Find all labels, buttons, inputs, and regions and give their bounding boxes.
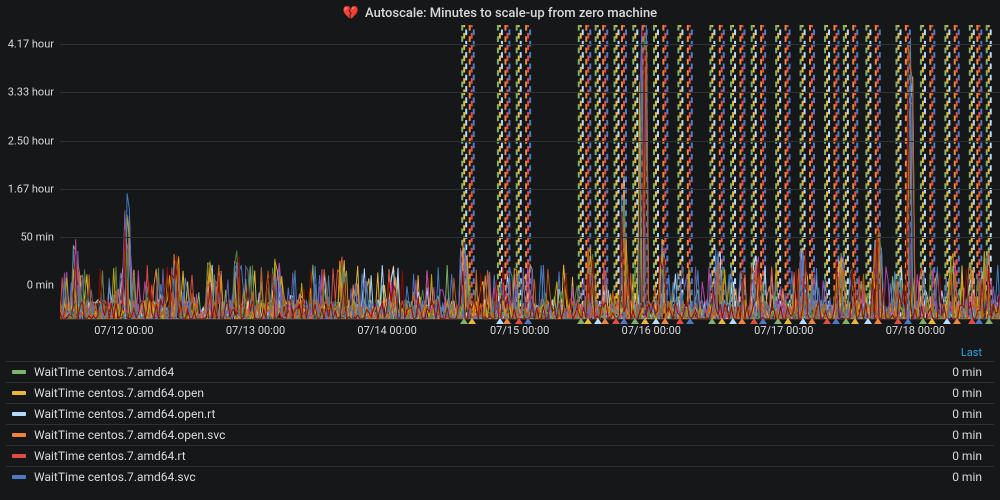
x-tick: 07/18 00:00 (886, 324, 945, 337)
y-axis: 0 min 50 min 1.67 hour 2.50 hour 3.33 hour 4.… (0, 25, 60, 320)
legend-label: WaitTime centos.7.amd64.svc (34, 470, 932, 484)
gridline (60, 141, 1000, 142)
legend-row[interactable]: WaitTime centos.7.amd64.open.rt0 min (6, 403, 994, 424)
legend-value-last: 0 min (932, 470, 982, 484)
legend-swatch (12, 475, 26, 479)
legend-swatch (12, 454, 26, 458)
legend-value-last: 0 min (932, 407, 982, 421)
legend-header: Last (0, 344, 1000, 361)
x-tick: 07/13 00:00 (226, 324, 285, 337)
legend: WaitTime centos.7.amd640 minWaitTime cen… (0, 361, 1000, 500)
x-tick: 07/17 00:00 (754, 324, 813, 337)
chart-svg (60, 25, 1000, 319)
gridline (60, 92, 1000, 93)
legend-label: WaitTime centos.7.amd64.open.svc (34, 428, 932, 442)
legend-value-last: 0 min (932, 365, 982, 379)
legend-row[interactable]: WaitTime centos.7.amd64.svc0 min (6, 466, 994, 487)
x-tick: 07/14 00:00 (357, 324, 416, 337)
legend-label: WaitTime centos.7.amd64.open (34, 386, 932, 400)
legend-value-last: 0 min (932, 428, 982, 442)
y-tick: 2.50 hour (8, 134, 54, 147)
gridline (60, 189, 1000, 190)
x-tick: 07/16 00:00 (622, 324, 681, 337)
legend-row[interactable]: WaitTime centos.7.amd64.rt0 min (6, 445, 994, 466)
legend-value-last: 0 min (932, 449, 982, 463)
legend-swatch (12, 412, 26, 416)
y-tick: 0 min (27, 279, 54, 292)
panel-root: 💔 Autoscale: Minutes to scale-up from zer… (0, 0, 1000, 500)
y-tick: 50 min (21, 230, 55, 243)
legend-label: WaitTime centos.7.amd64 (34, 365, 932, 379)
panel-title[interactable]: 💔 Autoscale: Minutes to scale-up from zer… (0, 0, 1000, 25)
x-tick: 07/12 00:00 (94, 324, 153, 337)
legend-value-last: 0 min (932, 386, 982, 400)
legend-label: WaitTime centos.7.amd64.rt (34, 449, 932, 463)
legend-swatch (12, 391, 26, 395)
y-tick: 4.17 hour (8, 38, 54, 51)
legend-swatch (12, 433, 26, 437)
legend-col-last[interactable]: Last (932, 346, 982, 359)
legend-swatch (12, 370, 26, 374)
y-tick: 3.33 hour (8, 86, 54, 99)
chart-plot[interactable] (60, 25, 1000, 320)
y-tick: 1.67 hour (8, 182, 54, 195)
legend-label: WaitTime centos.7.amd64.open.rt (34, 407, 932, 421)
legend-row[interactable]: WaitTime centos.7.amd64.open.svc0 min (6, 424, 994, 445)
gridline (60, 44, 1000, 45)
x-axis: 07/12 00:00 07/13 00:00 07/14 00:00 07/15 0… (60, 320, 1000, 344)
panel-title-text: Autoscale: Minutes to scale-up from zero… (365, 6, 657, 21)
broken-heart-icon: 💔 (343, 6, 359, 21)
x-tick: 07/15 00:00 (490, 324, 549, 337)
chart-area[interactable]: 0 min 50 min 1.67 hour 2.50 hour 3.33 hour 4.… (0, 25, 1000, 320)
gridline (60, 237, 1000, 238)
legend-row[interactable]: WaitTime centos.7.amd64.open0 min (6, 382, 994, 403)
legend-row[interactable]: WaitTime centos.7.amd640 min (6, 361, 994, 382)
